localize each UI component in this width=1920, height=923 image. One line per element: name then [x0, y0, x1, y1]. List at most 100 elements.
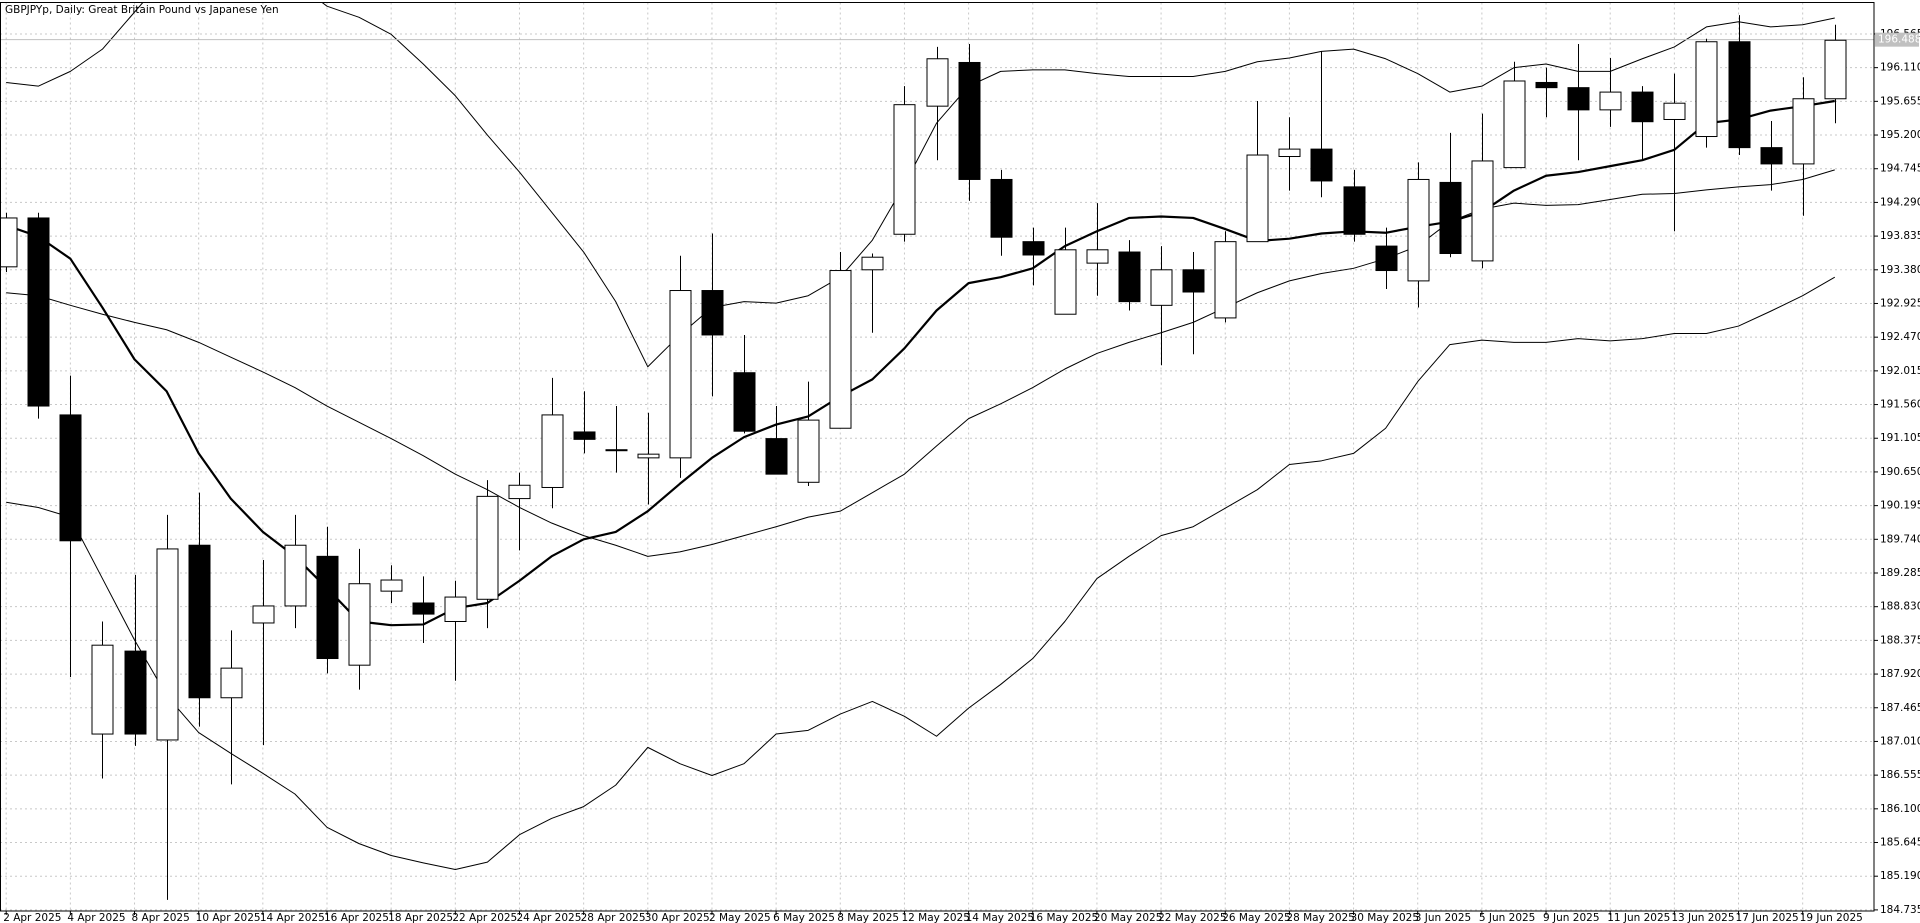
x-tick-label: 17 Jun 2025 [1736, 912, 1799, 923]
band-line [6, 3, 1835, 368]
x-tick-label: 2 Apr 2025 [3, 912, 61, 923]
candle-body [573, 431, 596, 440]
candle-body [412, 602, 435, 615]
candle-body [1407, 178, 1430, 282]
candle-body [733, 372, 756, 432]
current-price-label: 196.488 [1878, 34, 1920, 46]
x-tick-label: 26 May 2025 [1222, 912, 1290, 923]
y-tick-label: 188.830 [1880, 601, 1920, 613]
x-tick-label: 24 Apr 2025 [516, 912, 581, 923]
candle-body [990, 178, 1013, 238]
candle-body [765, 438, 788, 475]
y-tick-label: 192.015 [1880, 365, 1920, 377]
candle-body [252, 605, 275, 624]
candle-body [1535, 81, 1558, 89]
x-tick-label: 16 May 2025 [1030, 912, 1098, 923]
band-line [6, 169, 1835, 557]
candle-body [637, 453, 660, 459]
x-tick-label: 30 Apr 2025 [645, 912, 710, 923]
x-tick-label: 14 Apr 2025 [260, 912, 325, 923]
y-tick-label: 190.195 [1880, 500, 1920, 512]
axes: 196.565196.110195.655195.200194.745194.2… [3, 28, 1920, 923]
x-tick-label: 8 May 2025 [837, 912, 899, 923]
candle-body [1471, 160, 1494, 262]
y-tick-label: 187.920 [1880, 668, 1920, 680]
candle-body [1214, 241, 1237, 319]
y-tick-label: 186.100 [1880, 803, 1920, 815]
y-tick-label: 187.010 [1880, 735, 1920, 747]
candle-body [958, 61, 981, 180]
candle-body [701, 290, 724, 336]
indicators [1, 3, 1874, 871]
candle-body [59, 414, 82, 542]
candle-body [669, 290, 692, 459]
candle-body [1, 217, 18, 268]
y-tick-label: 187.465 [1880, 702, 1920, 714]
candle-body [1375, 245, 1398, 272]
candle-body [1118, 251, 1141, 303]
x-tick-label: 18 Apr 2025 [388, 912, 453, 923]
y-tick-label: 191.105 [1880, 432, 1920, 444]
current-price-box [1875, 32, 1919, 47]
x-tick-label: 19 Jun 2025 [1800, 912, 1863, 923]
x-tick-label: 8 Apr 2025 [132, 912, 190, 923]
candle-body [1022, 241, 1045, 256]
candle-body [797, 419, 820, 483]
candle-body [1728, 41, 1751, 149]
candle-body [1599, 91, 1622, 111]
candle-body [1567, 87, 1590, 111]
candle-body [605, 449, 628, 452]
x-tick-label: 22 Apr 2025 [452, 912, 517, 923]
candle-body [829, 270, 852, 429]
candles [1, 15, 1847, 900]
y-tick-label: 196.110 [1880, 62, 1920, 74]
candle-body [1246, 154, 1269, 243]
candle-body [1824, 39, 1847, 100]
candle-body [1182, 269, 1205, 293]
candle-body [1278, 148, 1301, 158]
moving-average-line [5, 99, 1835, 627]
y-tick-label: 195.200 [1880, 129, 1920, 141]
x-tick-label: 13 Jun 2025 [1671, 912, 1734, 923]
y-tick-label: 189.285 [1880, 567, 1920, 579]
candle-body [348, 583, 371, 666]
x-tick-label: 28 May 2025 [1286, 912, 1354, 923]
x-tick-label: 4 Apr 2025 [67, 912, 125, 923]
y-tick-label: 186.555 [1880, 769, 1920, 781]
y-tick-label: 194.745 [1880, 163, 1920, 175]
x-tick-label: 28 Apr 2025 [581, 912, 646, 923]
candle-body [1695, 41, 1718, 138]
candle-body [188, 544, 211, 699]
y-tick-label: 190.650 [1880, 466, 1920, 478]
y-tick-label: 192.925 [1880, 297, 1920, 309]
candle-body [1760, 147, 1783, 165]
y-tick-label: 188.375 [1880, 634, 1920, 646]
y-tick-label: 195.655 [1880, 95, 1920, 107]
candle-body [284, 544, 307, 607]
x-tick-label: 5 Jun 2025 [1479, 912, 1535, 923]
x-tick-label: 20 May 2025 [1094, 912, 1162, 923]
y-tick-label: 193.380 [1880, 264, 1920, 276]
candle-body [476, 495, 499, 600]
x-tick-label: 22 May 2025 [1158, 912, 1226, 923]
y-tick-label: 192.470 [1880, 331, 1920, 343]
x-tick-label: 9 Jun 2025 [1543, 912, 1599, 923]
candle-body [541, 414, 564, 488]
candle-body [91, 644, 114, 735]
candle-body [926, 58, 949, 107]
candle-body [1792, 98, 1815, 165]
y-tick-label: 194.290 [1880, 196, 1920, 208]
plot-frame [0, 2, 1875, 912]
x-tick-label: 16 Apr 2025 [324, 912, 389, 923]
candle-body [1631, 91, 1654, 123]
x-tick-label: 11 Jun 2025 [1607, 912, 1670, 923]
x-tick-label: 10 Apr 2025 [196, 912, 261, 923]
candle-body [1343, 186, 1366, 235]
candle-body [1310, 148, 1333, 182]
x-tick-label: 30 May 2025 [1351, 912, 1419, 923]
y-tick-label: 184.735 [1880, 904, 1920, 916]
candle-body [380, 579, 403, 592]
candle-body [893, 104, 916, 235]
candle-body [1150, 269, 1173, 306]
